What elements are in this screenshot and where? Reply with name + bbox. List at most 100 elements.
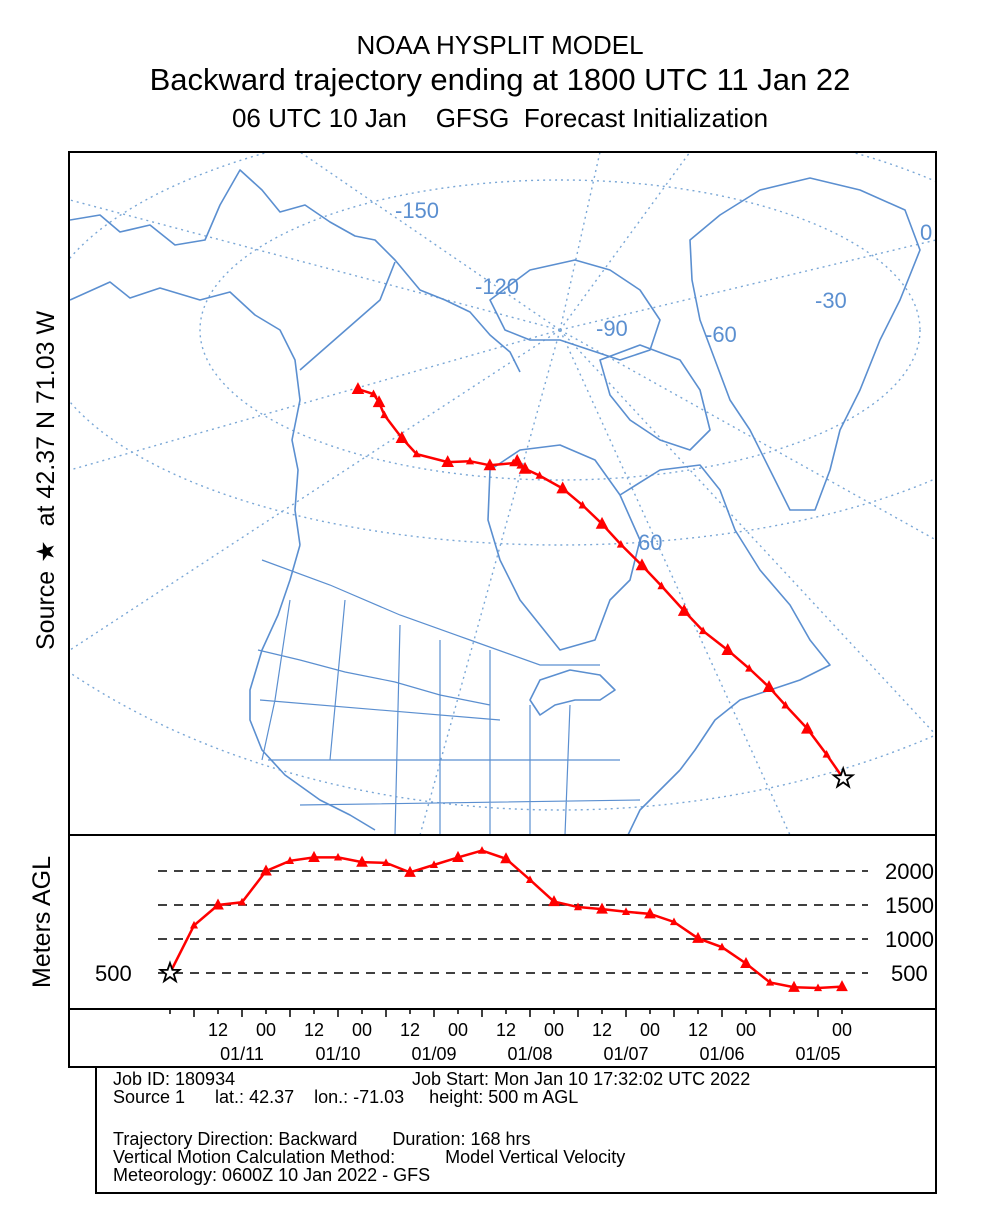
hour-tick-label: 00 xyxy=(352,1020,372,1040)
ylabel-right-2000: 2000 xyxy=(885,859,934,884)
map-trajectory-marker xyxy=(745,663,754,672)
ylabel-right-1500: 1500 xyxy=(885,893,934,918)
atlantic-coast xyxy=(627,769,681,835)
map-trajectory-marker xyxy=(635,558,649,571)
alaska-border xyxy=(299,261,396,371)
source-label-suffix: at 42.37 N 71.03 W xyxy=(32,311,60,527)
hour-tick-label: 12 xyxy=(592,1020,612,1040)
height-trajectory-marker xyxy=(404,865,416,877)
height-trajectory-marker xyxy=(237,897,247,906)
map-trajectory-marker xyxy=(372,395,386,408)
info-job-id: Job ID: 180934 xyxy=(113,1069,236,1089)
info-job-start: Job Start: Mon Jan 10 17:32:02 UTC 2022 xyxy=(412,1069,751,1089)
hour-tick-label: 12 xyxy=(400,1020,420,1040)
alaska-coastline xyxy=(70,169,521,373)
height-trajectory-marker xyxy=(260,864,272,876)
time-tick-labels: 12 00 12 00 12 00 12 00 12 00 12 00 00 01/11 01/10 01/0… xyxy=(208,1020,852,1064)
graticule xyxy=(0,0,1000,1050)
time-axis-panel: 12 00 12 00 12 00 12 00 12 00 12 00 00 01/11 01/10 01/0… xyxy=(68,1008,937,1068)
latitude-circle-40 xyxy=(70,671,936,811)
height-trajectory-marker xyxy=(669,917,679,926)
height-trajectory-marker xyxy=(740,956,752,969)
great-lakes xyxy=(529,669,616,716)
height-trajectory-marker xyxy=(356,855,368,867)
map-trajectory-marker xyxy=(369,389,378,398)
trajectory-height-group xyxy=(157,846,848,992)
map-trajectory-marker xyxy=(616,539,625,548)
info-vertical-method: Vertical Motion Calculation Method: Mode… xyxy=(113,1147,626,1167)
map-trajectory-marker xyxy=(380,410,389,419)
hour-tick-label: 00 xyxy=(544,1020,564,1040)
longitude-label: -90 xyxy=(596,316,628,341)
latitude-circle-60 xyxy=(70,152,936,546)
map-trajectory-marker xyxy=(781,700,790,709)
chart-title-model: NOAA HYSPLIT MODEL xyxy=(356,30,644,60)
meridian-line xyxy=(559,329,791,835)
height-trajectory-marker xyxy=(836,980,848,992)
height-trajectory-marker xyxy=(429,860,439,869)
height-trajectory-marker xyxy=(548,895,560,907)
date-tick-label: 01/10 xyxy=(315,1044,360,1064)
hour-tick-label: 12 xyxy=(496,1020,516,1040)
height-trajectory-marker xyxy=(381,858,391,866)
labrador-coast xyxy=(619,464,831,771)
map-source-star-icon xyxy=(831,765,856,789)
height-trajectory-marker xyxy=(644,907,656,919)
map-trajectory-marker xyxy=(351,382,365,395)
map-trajectory-marker xyxy=(657,581,666,590)
height-trajectory-marker xyxy=(477,846,487,854)
height-trajectory-marker xyxy=(308,850,320,862)
longitude-label: 0 xyxy=(920,220,932,245)
info-direction: Trajectory Direction: Backward Duration:… xyxy=(113,1129,531,1149)
meridian-line xyxy=(559,152,601,331)
ylabel-right-1000: 1000 xyxy=(885,927,934,952)
longitude-label: -60 xyxy=(705,322,737,347)
date-tick-label: 01/08 xyxy=(507,1044,552,1064)
meridian-line xyxy=(559,152,691,331)
map-trajectory-marker xyxy=(556,481,569,494)
map-trajectory-marker xyxy=(441,455,454,467)
height-trajectory-marker xyxy=(692,931,704,943)
height-trajectory-marker xyxy=(452,850,464,862)
map-trajectory-marker xyxy=(699,626,708,635)
us-canada-border xyxy=(261,559,600,666)
info-meteorology: Meteorology: 0600Z 10 Jan 2022 - GFS xyxy=(113,1165,431,1185)
date-tick-label: 01/07 xyxy=(603,1044,648,1064)
latitude-label: 60 xyxy=(638,530,662,555)
meridian-line xyxy=(559,239,936,331)
source-label-prefix: Source xyxy=(32,571,60,650)
hour-tick-label: 00 xyxy=(448,1020,468,1040)
meridian-line xyxy=(70,329,561,471)
date-tick-label: 01/05 xyxy=(795,1044,840,1064)
chart-subtitle-initialization: 06 UTC 10 Jan GFSG Forecast Initializati… xyxy=(231,103,769,133)
map-trajectory-marker xyxy=(535,471,544,479)
height-trajectory-marker xyxy=(765,978,775,986)
arctic-islands xyxy=(489,259,661,361)
hour-tick-label: 12 xyxy=(688,1020,708,1040)
longitude-label: -30 xyxy=(815,288,847,313)
map-trajectory-marker xyxy=(509,458,518,467)
height-trajectory-marker xyxy=(189,920,199,929)
latitude-circle-20 xyxy=(0,0,1000,1050)
meridian-line xyxy=(70,329,561,651)
hour-tick-label: 12 xyxy=(208,1020,228,1040)
trajectory-map-group xyxy=(351,382,856,789)
side-star-icon: ★ xyxy=(32,540,60,562)
svg-text:Source★at 42.37 N 71.03: Source ★ at 42.37 N 71.03 W xyxy=(32,311,60,650)
height-trajectory-marker xyxy=(813,983,823,992)
height-axis-title: Meters AGL xyxy=(28,856,56,988)
political-boundaries xyxy=(257,559,641,835)
meridian-line xyxy=(299,152,561,331)
coastlines xyxy=(70,169,921,835)
height-gridlines xyxy=(158,870,868,974)
date-tick-label: 01/06 xyxy=(699,1044,744,1064)
ylabel-left-500: 500 xyxy=(95,961,132,986)
hour-tick-label: 00 xyxy=(256,1020,276,1040)
height-trajectory-marker xyxy=(788,980,800,992)
longitude-label: -120 xyxy=(475,274,519,299)
map-trajectory-marker xyxy=(721,643,735,656)
map-trajectory-marker xyxy=(578,500,587,509)
date-tick-label: 01/09 xyxy=(411,1044,456,1064)
map-trajectory-marker xyxy=(518,461,532,474)
